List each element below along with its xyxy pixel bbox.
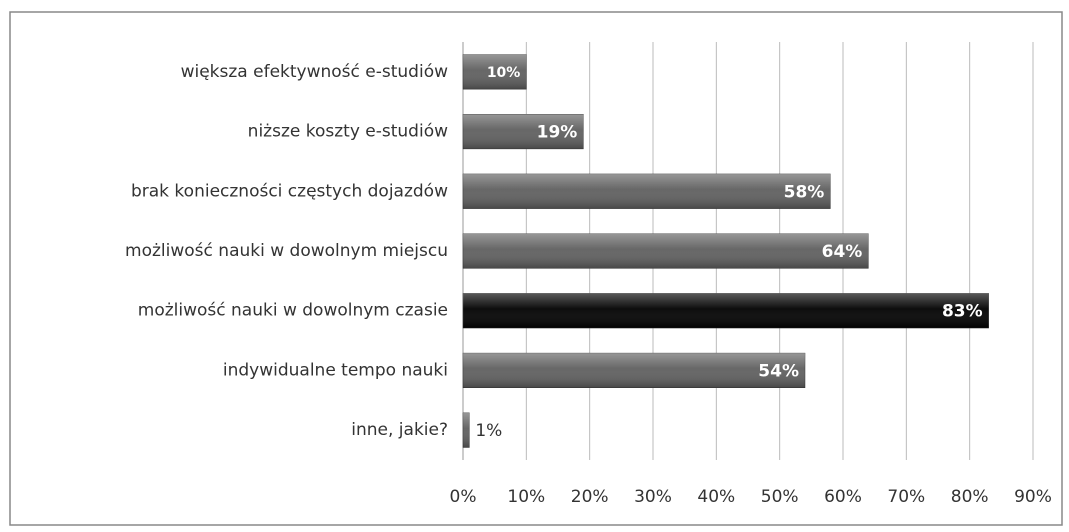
bar — [462, 233, 869, 269]
value-label: 10% — [487, 65, 521, 81]
y-tick-label: inne, jakie? — [351, 420, 448, 440]
x-tick-label: 0% — [450, 487, 477, 507]
bar — [462, 173, 831, 209]
bar — [462, 412, 470, 448]
x-tick-label: 90% — [1014, 487, 1052, 507]
x-tick-label: 20% — [571, 487, 609, 507]
y-tick-label: brak konieczności częstych dojazdów — [131, 181, 448, 201]
y-tick-label: indywidualne tempo nauki — [223, 360, 448, 380]
value-label: 1% — [475, 421, 502, 441]
y-tick-label: niższe koszty e-studiów — [248, 122, 448, 142]
value-label: 58% — [784, 182, 825, 202]
x-tick-label: 60% — [824, 487, 862, 507]
value-label: 54% — [758, 361, 799, 381]
x-tick-label: 80% — [951, 487, 989, 507]
x-tick-label: 10% — [507, 487, 545, 507]
value-label: 64% — [822, 242, 863, 262]
x-tick-label: 40% — [697, 487, 735, 507]
y-tick-label: możliwość nauki w dowolnym miejscu — [125, 241, 448, 261]
bar — [462, 293, 989, 329]
y-tick-label: większa efektywność e-studiów — [181, 62, 448, 82]
x-tick-label: 30% — [634, 487, 672, 507]
value-label: 19% — [537, 123, 578, 143]
x-tick-label: 50% — [761, 487, 799, 507]
y-tick-label: możliwość nauki w dowolnym czasie — [138, 301, 448, 321]
bar — [462, 352, 806, 388]
value-label: 83% — [942, 302, 983, 322]
x-tick-label: 70% — [887, 487, 925, 507]
